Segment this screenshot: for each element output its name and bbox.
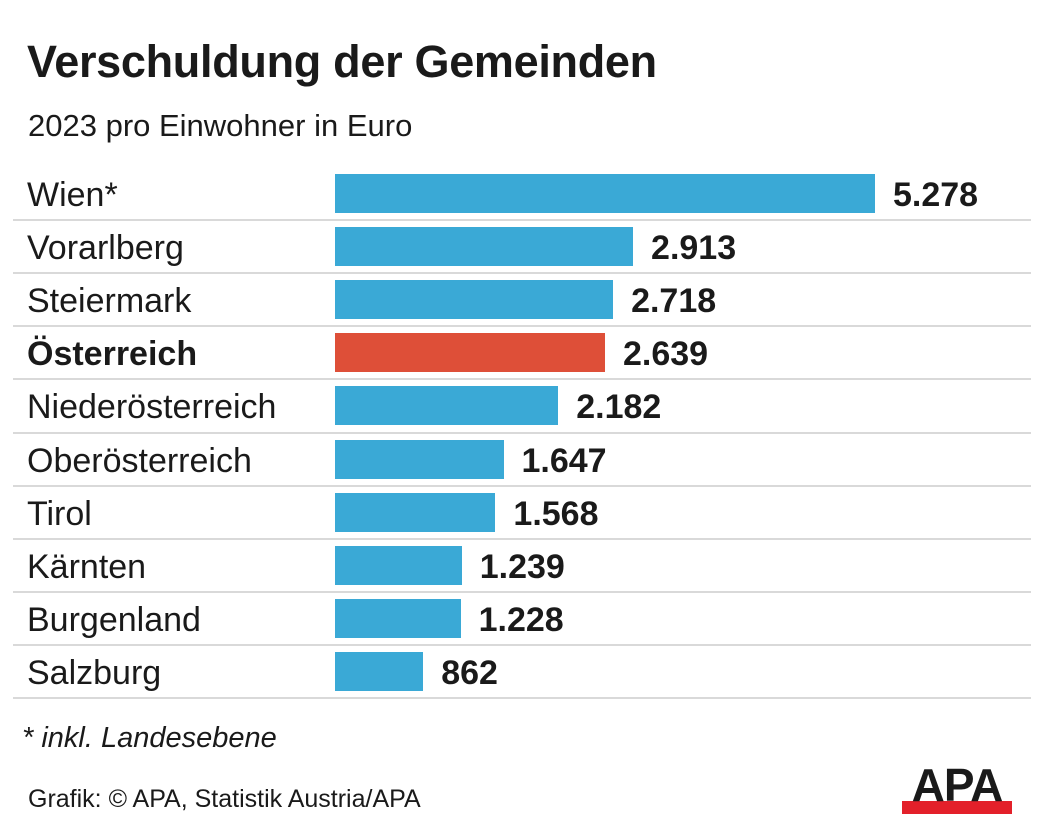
logo-text: APA <box>911 759 1004 811</box>
source-credit: Grafik: © APA, Statistik Austria/APA <box>28 785 421 813</box>
value-label: 1.647 <box>521 441 607 480</box>
value-label: 2.718 <box>631 282 717 321</box>
row-divider <box>13 431 1031 434</box>
category-label: Steiermark <box>27 282 192 321</box>
chart-row: Vorarlberg 2.913 <box>13 221 1031 274</box>
chart-row: Wien* 5.278 <box>13 168 1031 221</box>
row-divider <box>13 643 1031 646</box>
bar <box>335 492 496 532</box>
chart-row: Salzburg 862 <box>13 646 1031 699</box>
category-label: Oberösterreich <box>27 441 252 480</box>
category-label: Burgenland <box>27 600 201 639</box>
value-label: 1.239 <box>479 547 565 586</box>
logo-red-bar <box>902 801 1012 814</box>
value-label: 1.228 <box>478 600 564 639</box>
category-label: Vorarlberg <box>27 229 184 268</box>
bar <box>335 333 605 373</box>
value-label: 2.639 <box>623 335 709 374</box>
chart-row: Österreich 2.639 <box>13 327 1031 380</box>
chart-row: Oberösterreich 1.647 <box>13 434 1031 487</box>
row-divider <box>13 590 1031 593</box>
bar <box>335 386 559 426</box>
category-label: Wien* <box>27 176 118 214</box>
chart-row: Tirol 1.568 <box>13 487 1031 540</box>
row-divider <box>13 378 1031 381</box>
bar <box>335 174 875 213</box>
chart-title: Verschuldung der Gemeinden <box>27 36 657 87</box>
row-divider <box>13 697 1031 699</box>
bar <box>335 651 424 691</box>
apa-logo: APA <box>902 759 1012 814</box>
bar <box>335 545 462 585</box>
row-divider <box>13 325 1031 328</box>
row-divider <box>13 272 1031 275</box>
value-label: 1.568 <box>513 494 599 533</box>
value-label: 2.182 <box>576 388 662 427</box>
bar <box>335 598 461 638</box>
category-label: Salzburg <box>27 653 162 692</box>
bar <box>335 227 634 267</box>
bar <box>335 439 504 479</box>
chart-row: Steiermark 2.718 <box>13 274 1031 327</box>
value-label: 2.913 <box>651 229 737 268</box>
row-divider <box>13 219 1031 222</box>
chart-row: Burgenland 1.228 <box>13 593 1031 646</box>
bar <box>335 280 614 320</box>
value-label: 862 <box>441 653 498 692</box>
category-label: Kärnten <box>27 547 147 586</box>
chart-subtitle: 2023 pro Einwohner in Euro <box>28 108 413 143</box>
value-label: 5.278 <box>893 176 979 214</box>
category-label: Niederösterreich <box>27 388 277 427</box>
chart-row: Niederösterreich 2.182 <box>13 380 1031 433</box>
row-divider <box>13 484 1031 487</box>
category-label: Österreich <box>27 335 198 374</box>
row-divider <box>13 537 1031 540</box>
footnote: * inkl. Landesebene <box>22 722 277 754</box>
category-label: Tirol <box>27 494 92 533</box>
chart-row: Kärnten 1.239 <box>13 540 1031 593</box>
